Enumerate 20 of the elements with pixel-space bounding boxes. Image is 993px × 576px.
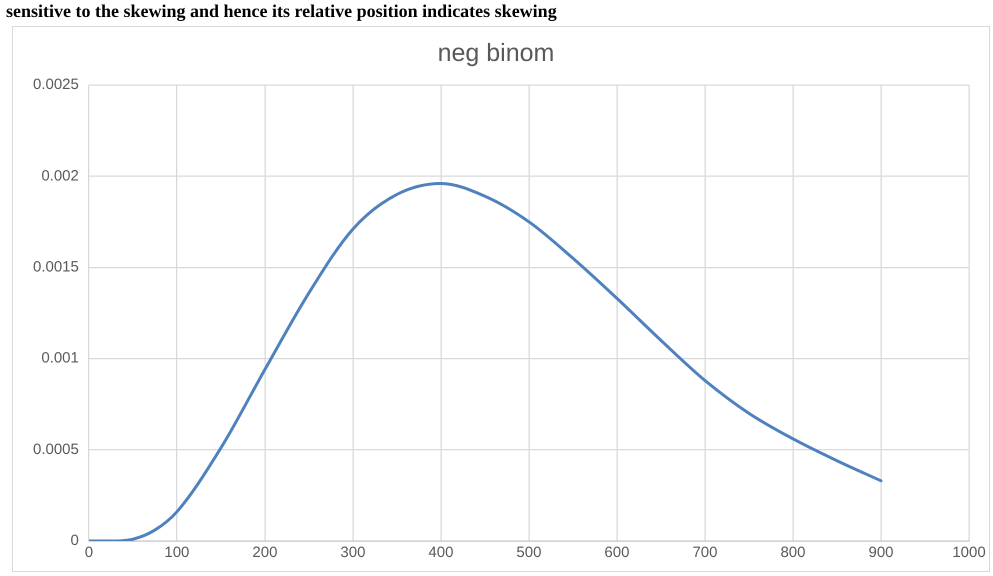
x-tick-label: 0 — [84, 544, 94, 562]
line-series — [88, 182, 882, 541]
x-tick-label: 200 — [252, 544, 278, 562]
y-tick-label: 0.0015 — [32, 258, 79, 276]
y-tick-label: 0 — [70, 532, 79, 550]
x-tick-label: 600 — [604, 544, 630, 562]
x-tick-label: 900 — [868, 544, 894, 562]
x-tick-label: 500 — [516, 544, 542, 562]
x-tick-label: 400 — [428, 544, 454, 562]
x-tick-label: 100 — [164, 544, 190, 562]
x-tick-label: 1000 — [952, 544, 986, 562]
y-tick-label: 0.001 — [41, 350, 79, 367]
x-tick-label: 300 — [340, 544, 366, 562]
chart-title: neg binom — [438, 38, 554, 67]
x-tick-label: 700 — [692, 544, 718, 562]
text: sensitive to the skewing and hence its relative position indicates skewing — [5, 0, 558, 23]
x-tick-label: 800 — [780, 544, 806, 562]
y-tick-label: 0.0025 — [32, 76, 79, 94]
y-tick-label: 0.002 — [41, 167, 79, 184]
y-tick-label: 0.0005 — [32, 440, 79, 458]
